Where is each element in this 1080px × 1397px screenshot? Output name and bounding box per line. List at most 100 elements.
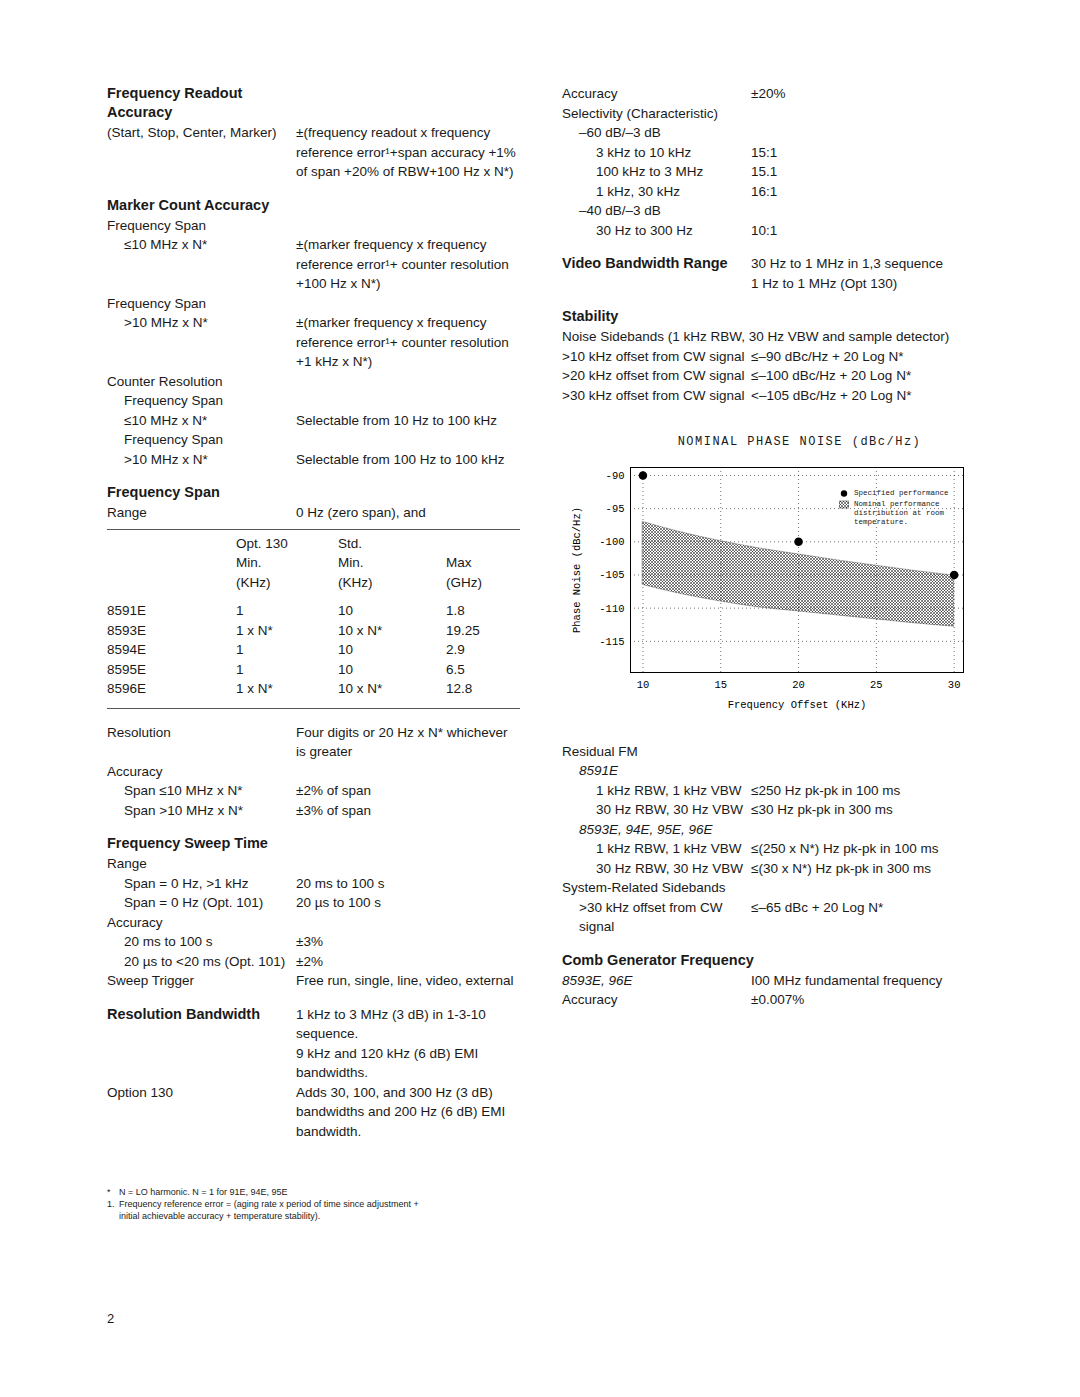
html-text:≤10 MHz x N*: ≤10 MHz x N* (124, 412, 208, 428)
html-text:Resolution: Resolution (107, 724, 171, 740)
html-text:Span = 0 Hz, >1 kHz: Span = 0 Hz, >1 kHz (124, 875, 249, 891)
svg-text:10: 10 (637, 678, 650, 690)
html-text:I00 MHz fundamental frequency: I00 MHz fundamental frequency (751, 972, 943, 988)
html-text:<–105 dBc/Hz + 20 Log N*: <–105 dBc/Hz + 20 Log N* (751, 387, 912, 403)
html-text:10: 10 (338, 603, 353, 618)
html-text:Min.: Min. (236, 555, 262, 570)
html-text:±(frequency readout x frequenc: ±(frequency readout x frequency referenc… (296, 125, 516, 179)
html-text:Frequency Readout Accuracy: Frequency Readout Accuracy (107, 85, 243, 120)
html-text:1 x N*: 1 x N* (236, 681, 273, 696)
html-text:Frequency Span: Frequency Span (124, 393, 224, 408)
html-text:Option 130: Option 130 (107, 1084, 174, 1100)
html-text:(Start, Stop, Center, Marker): (Start, Stop, Center, Marker) (107, 125, 277, 140)
html-text:9 kHz and 120 kHz (6 dB) EMI b: 9 kHz and 120 kHz (6 dB) EMI bandwidths. (296, 1045, 479, 1080)
html-text:10: 10 (338, 661, 353, 677)
html-text:Max: Max (446, 555, 472, 570)
html-text:Stability: Stability (562, 308, 619, 324)
html-text:(KHz): (KHz) (236, 574, 271, 590)
html-text:>10 kHz offset from CW signal: >10 kHz offset from CW signal (562, 348, 745, 364)
svg-text:30: 30 (948, 678, 961, 690)
html-text:>30 kHz offset from CW signal: >30 kHz offset from CW signal (562, 387, 745, 403)
html-text:20 ms to 100 s: 20 ms to 100 s (296, 875, 385, 891)
html-text:1 Hz to 1 MHz (Opt 130): 1 Hz to 1 MHz (Opt 130) (751, 275, 898, 291)
html-text:(GHz): (GHz) (446, 574, 482, 590)
svg-text:-105: -105 (599, 569, 624, 581)
html-text:Counter Resolution: Counter Resolution (107, 373, 223, 389)
html-text:8593E: 8593E (107, 622, 146, 638)
html-text:1.8: 1.8 (446, 603, 465, 618)
html-text:1 kHz RBW, 1 kHz VBW: 1 kHz RBW, 1 kHz VBW (596, 782, 742, 798)
html-text:2.9: 2.9 (446, 642, 465, 657)
html-text:3 kHz to 10 kHz: 3 kHz to 10 kHz (596, 144, 692, 160)
html-text:10 x N*: 10 x N* (338, 681, 383, 696)
html-text:≤250 Hz pk-pk in 100 ms: ≤250 Hz pk-pk in 100 ms (751, 782, 901, 798)
html-text:30 Hz to 300 Hz: 30 Hz to 300 Hz (596, 222, 693, 238)
html-text:1 x N*: 1 x N* (236, 622, 273, 638)
svg-text:20: 20 (792, 678, 805, 690)
html-text:Frequency Sweep Time: Frequency Sweep Time (107, 835, 268, 851)
html-text:Accuracy: Accuracy (107, 763, 163, 779)
html-text:16:1: 16:1 (751, 183, 778, 199)
html-text:10:1: 10:1 (751, 222, 778, 238)
html-text:Frequency Span: Frequency Span (124, 432, 224, 447)
html-text:Video Bandwidth Range: Video Bandwidth Range (562, 255, 728, 271)
svg-text:15: 15 (714, 678, 727, 690)
html-text:1 kHz to 3 MHz (3 dB) in 1-3-1: 1 kHz to 3 MHz (3 dB) in 1-3-10 sequence… (296, 1006, 486, 1041)
html-text:Nominal performance distributi: Nominal performance distribution at room… (854, 500, 944, 526)
html-text:±3% of span: ±3% of span (296, 802, 371, 818)
html-text:Frequency Span: Frequency Span (107, 295, 207, 311)
html-text:15:1: 15:1 (751, 144, 778, 160)
html-text:>10 MHz x N*: >10 MHz x N* (124, 315, 208, 330)
html-text:1 kHz, 30 kHz: 1 kHz, 30 kHz (596, 183, 680, 199)
html-text:8593E, 96E: 8593E, 96E (562, 972, 633, 988)
html-text:Frequency Span: Frequency Span (107, 484, 220, 500)
html-text:8594E: 8594E (107, 642, 146, 657)
html-text:Resolution Bandwidth: Resolution Bandwidth (107, 1005, 260, 1022)
html-text:Range: Range (107, 505, 147, 520)
html-text:Four digits or 20 Hz x N* whic: Four digits or 20 Hz x N* whichever is g… (296, 724, 508, 759)
svg-text:Frequency Offset (KHz): Frequency Offset (KHz) (728, 698, 867, 710)
html-text:Std.: Std. (338, 535, 362, 551)
html-text:Min.: Min. (338, 555, 364, 570)
svg-text:-90: -90 (606, 469, 625, 481)
html-text:10 x N*: 10 x N* (338, 622, 383, 638)
html-text:10: 10 (338, 642, 353, 657)
html-text:Opt. 130: Opt. 130 (236, 535, 288, 551)
html-text:8593E, 94E, 95E, 96E: 8593E, 94E, 95E, 96E (579, 821, 713, 837)
html-text:Adds 30, 100, and 300 Hz (3 dB: Adds 30, 100, and 300 Hz (3 dB) bandwidt… (296, 1084, 506, 1139)
html-text:(KHz): (KHz) (338, 574, 373, 590)
html-text:Selectivity (Characteristic): Selectivity (Characteristic) (562, 105, 718, 121)
html-text:Marker Count Accuracy: Marker Count Accuracy (107, 196, 270, 213)
html-text:Accuracy: Accuracy (107, 914, 163, 930)
html-text:Selectable from 10 Hz to 100 k: Selectable from 10 Hz to 100 kHz (296, 412, 498, 428)
html-text:Span >10 MHz x N*: Span >10 MHz x N* (124, 802, 243, 818)
html-text:8591E: 8591E (107, 603, 146, 618)
html-text:>10 MHz x N*: >10 MHz x N* (124, 451, 208, 467)
svg-text:25: 25 (870, 678, 883, 690)
html-text:Residual FM: Residual FM (562, 743, 638, 759)
html-text:≤–65 dBc + 20 Log N*: ≤–65 dBc + 20 Log N* (751, 899, 884, 915)
html-text:8596E: 8596E (107, 681, 146, 696)
html-text:≤–90 dBc/Hz + 20 Log N*: ≤–90 dBc/Hz + 20 Log N* (751, 348, 904, 364)
html-text:Frequency reference error = (a: Frequency reference error = (aging rate … (119, 1199, 419, 1221)
html-text:±2%: ±2% (296, 953, 323, 969)
html-text:20 µs to <20 ms (Opt. 101): 20 µs to <20 ms (Opt. 101) (124, 953, 286, 969)
html-text:≤(30 x N*) Hz pk-pk in 300 ms: ≤(30 x N*) Hz pk-pk in 300 ms (751, 860, 931, 876)
html-text:Frequency Span: Frequency Span (107, 217, 207, 233)
html-text:Selectable from 100 Hz to 100: Selectable from 100 Hz to 100 kHz (296, 451, 505, 467)
html-text:>30 kHz offset from CW signal: >30 kHz offset from CW signal (579, 899, 723, 934)
html-text:8595E: 8595E (107, 661, 146, 677)
svg-text:-95: -95 (606, 502, 625, 514)
html-text:±(marker frequency x frequency: ±(marker frequency x frequency reference… (296, 315, 509, 369)
html-text:Comb Generator Frequency: Comb Generator Frequency (562, 951, 754, 968)
svg-text:-100: -100 (599, 536, 624, 548)
svg-text:Phase Noise (dBc/Hz): Phase Noise (dBc/Hz) (571, 506, 583, 632)
html-text:30 Hz RBW, 30 Hz VBW: 30 Hz RBW, 30 Hz VBW (596, 860, 743, 876)
html-text:≤10 MHz x N*: ≤10 MHz x N* (124, 237, 208, 252)
svg-text:-115: -115 (599, 635, 624, 647)
html-text:±(marker frequency x frequency: ±(marker frequency x frequency reference… (296, 237, 509, 291)
html-text:19.25: 19.25 (446, 622, 480, 638)
html-text:6.5: 6.5 (446, 661, 465, 677)
html-text:0 Hz (zero span), and: 0 Hz (zero span), and (296, 505, 426, 520)
svg-text:-110: -110 (599, 602, 624, 614)
